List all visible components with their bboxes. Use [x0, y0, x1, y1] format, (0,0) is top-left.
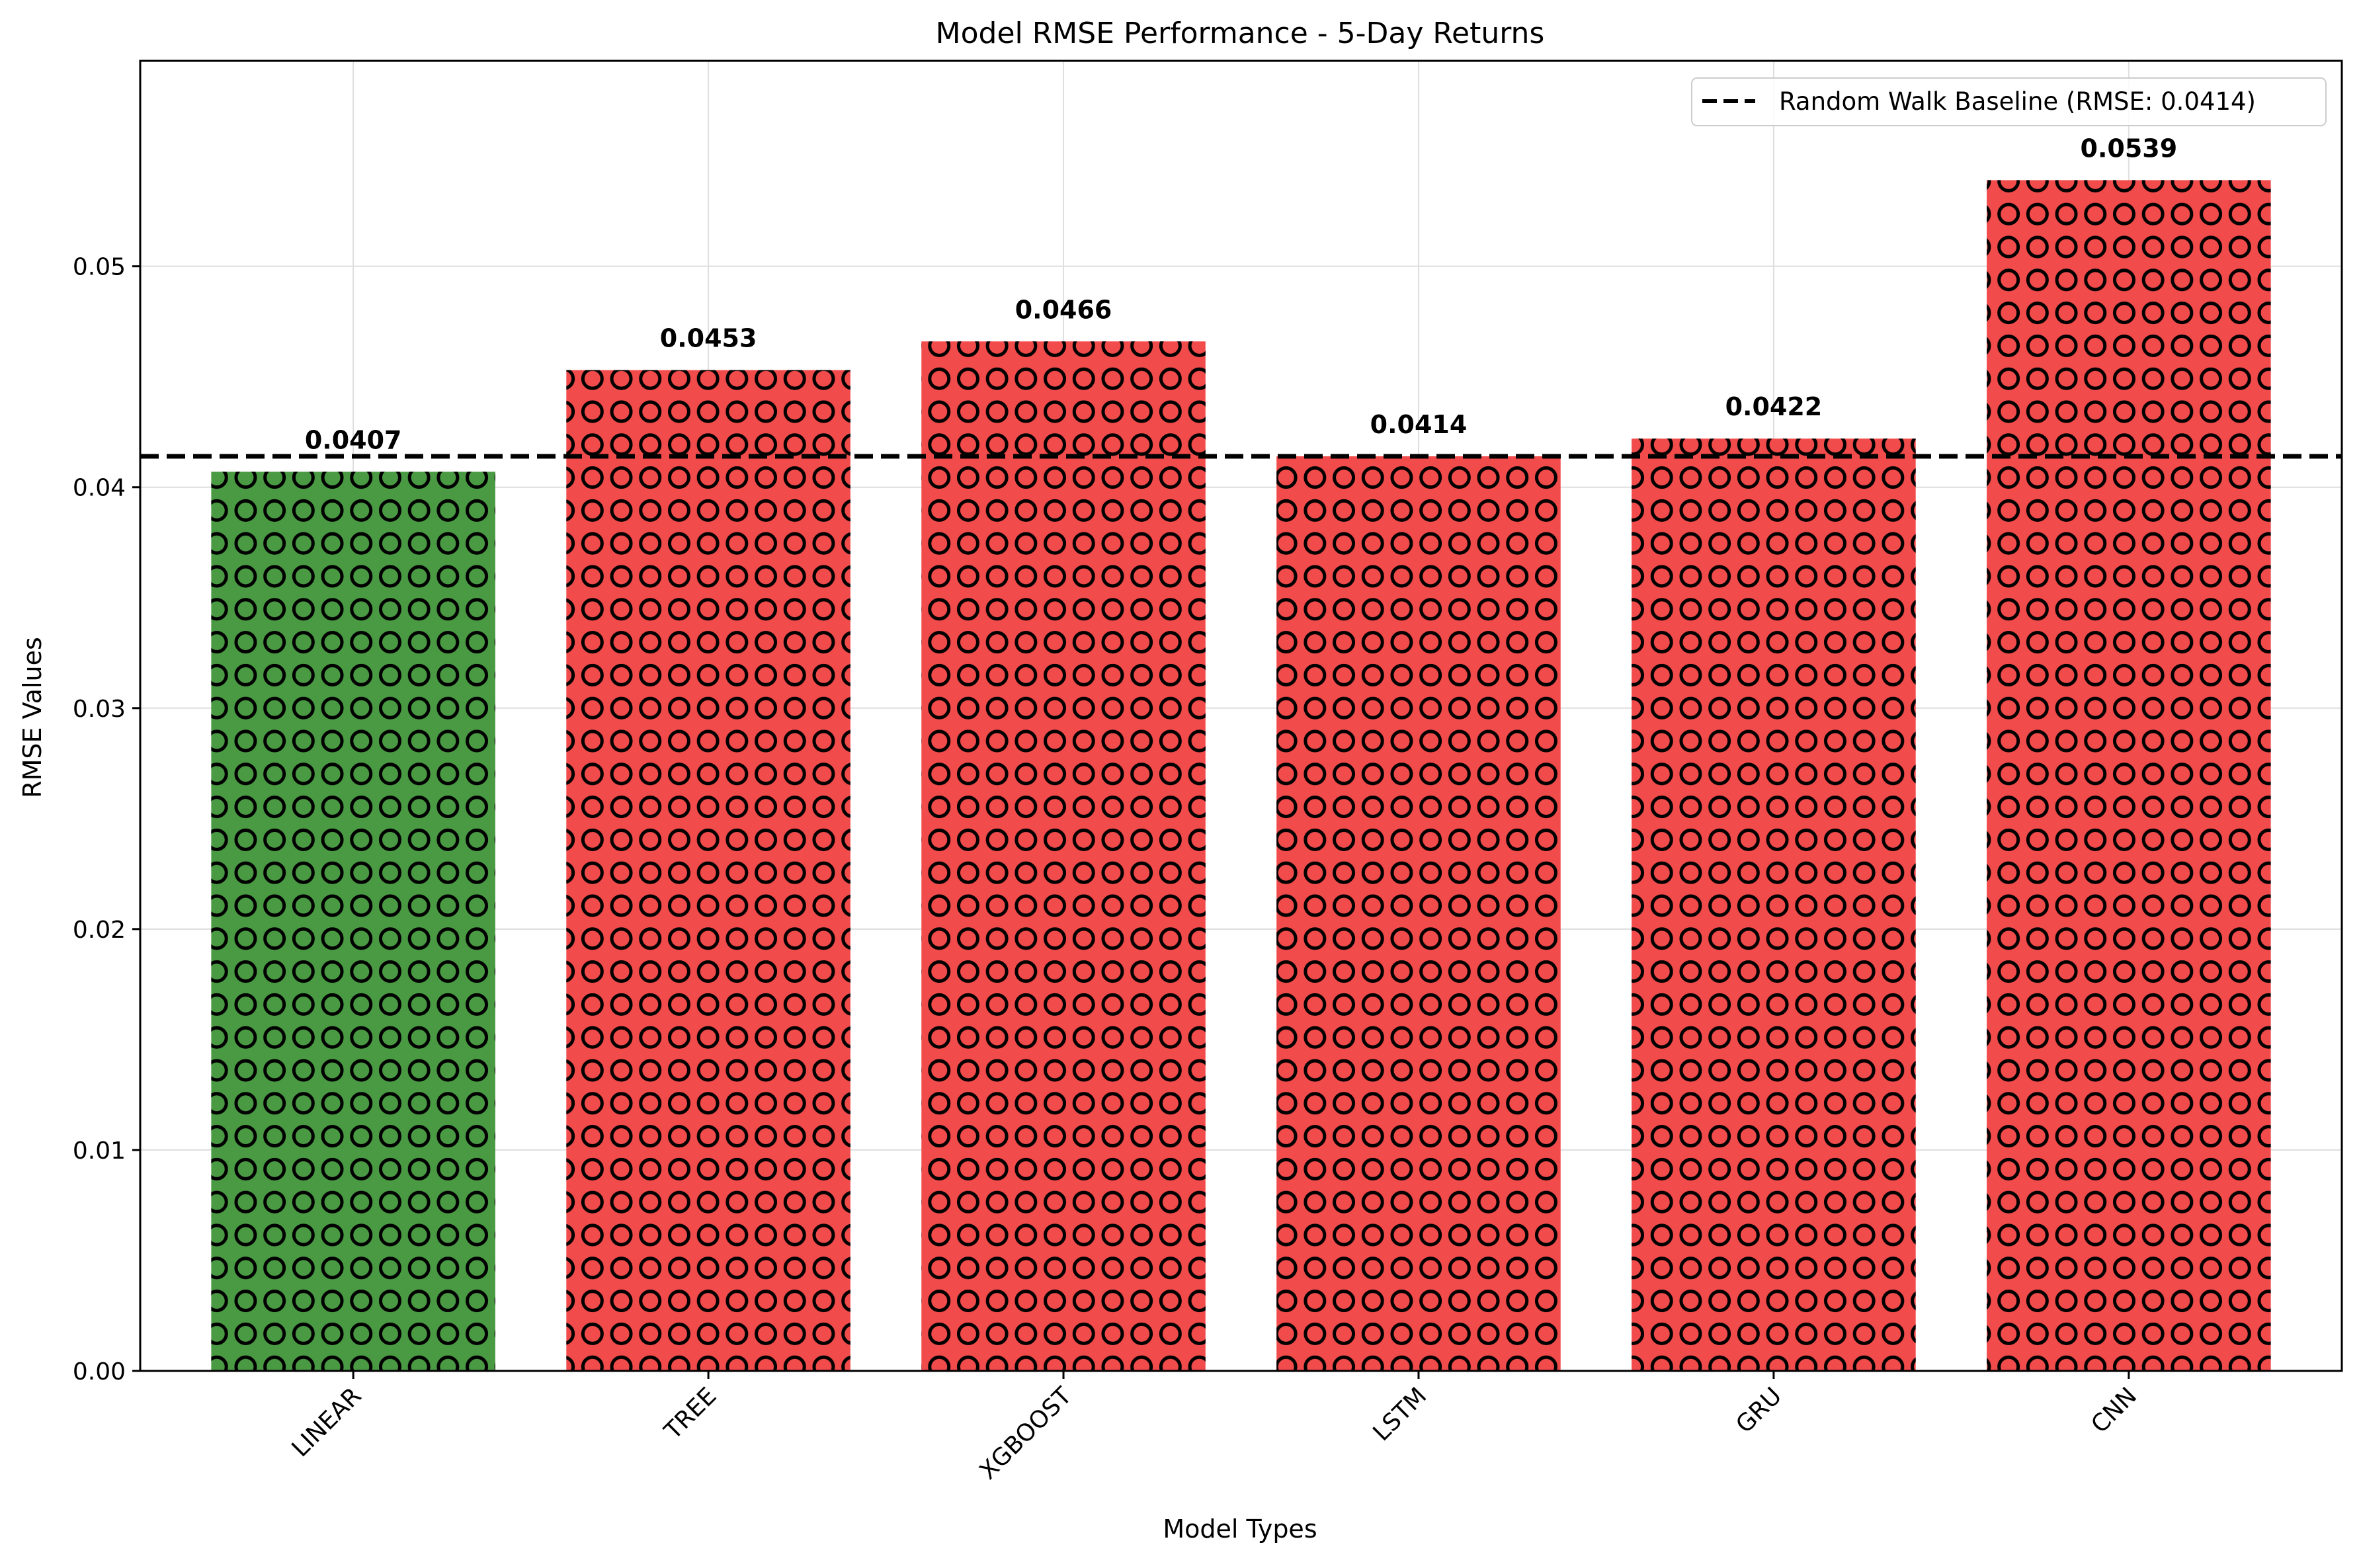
legend-baseline-label: Random Walk Baseline (RMSE: 0.0414) [1779, 87, 2256, 116]
x-axis-label: Model Types [1163, 1514, 1317, 1544]
y-tick-label: 0.02 [73, 917, 126, 944]
bar-hatch-gru [1632, 438, 1916, 1372]
bar-hatch-cnn [1987, 180, 2271, 1372]
y-tick-label: 0.01 [73, 1137, 126, 1165]
data-label-lstm: 0.0414 [1370, 410, 1468, 439]
bar-hatch-tree [566, 370, 850, 1371]
legend-box [1691, 77, 2327, 126]
data-label-xgboost: 0.0466 [1015, 295, 1112, 324]
data-label-tree: 0.0453 [660, 324, 757, 353]
legend: Random Walk Baseline (RMSE: 0.0414) [1691, 77, 2327, 126]
y-tick-label: 0.03 [73, 696, 126, 723]
plot-frame [139, 60, 2343, 1372]
y-tick-label: 0.04 [73, 475, 126, 502]
data-labels: 0.0407 0.0453 0.0466 0.0414 0.0422 0.0539 [305, 134, 2177, 454]
y-tick-label: 0.00 [73, 1358, 126, 1385]
chart-title: Model RMSE Performance - 5-Day Returns [936, 17, 1545, 50]
y-axis-label: RMSE Values [18, 637, 47, 798]
bars [211, 180, 2271, 1372]
data-label-gru: 0.0422 [1725, 392, 1823, 421]
bar-hatch-lstm [1276, 456, 1561, 1371]
data-label-cnn: 0.0539 [2081, 134, 2178, 163]
data-label-linear: 0.0407 [305, 425, 402, 454]
y-tick-label: 0.05 [73, 254, 126, 281]
bar-hatch-linear [211, 472, 495, 1372]
bar-hatch-xgboost [921, 341, 1206, 1371]
